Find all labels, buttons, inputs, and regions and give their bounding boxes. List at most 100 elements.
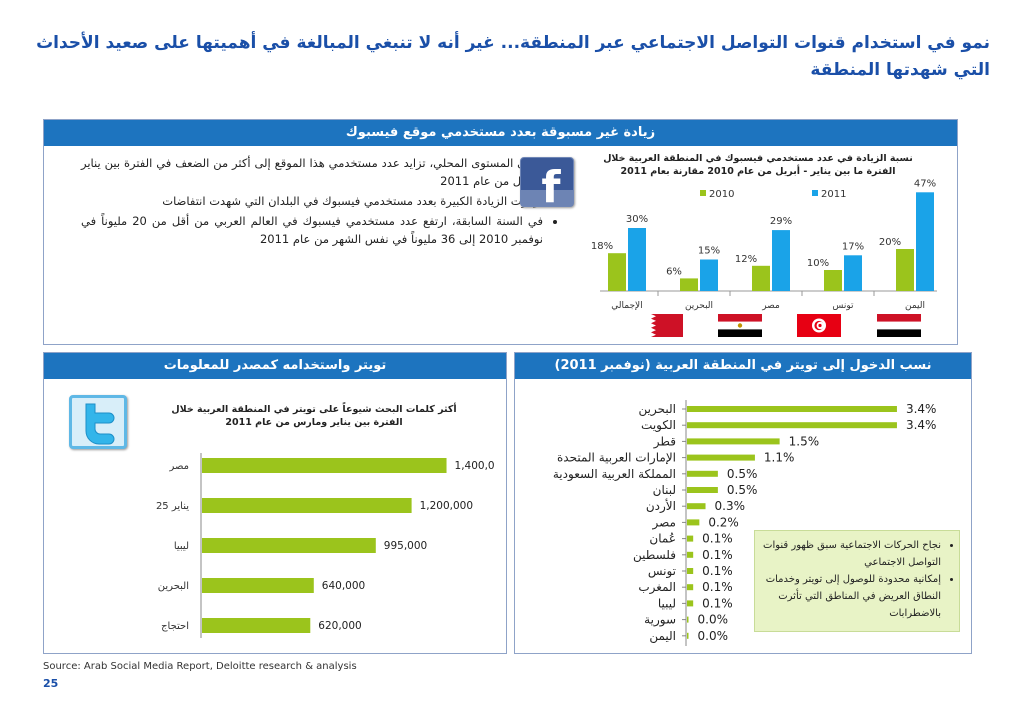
facebook-panel-header: زيادة غير مسبوقة بعدد مستخدمي موقع فيسبو… xyxy=(44,120,957,146)
bar xyxy=(687,551,694,558)
bar xyxy=(844,255,862,291)
penetration-panel: نسب الدخول إلى تويتر في المنطقة العربية … xyxy=(514,352,972,654)
conclusion-item: إمكانية محدودة للوصول إلى تويتر وخدمات ا… xyxy=(751,571,941,622)
data-label: 12% xyxy=(735,254,757,265)
data-label: 18% xyxy=(591,241,613,252)
category-label: ليبيا xyxy=(174,541,189,552)
bar xyxy=(687,470,718,477)
category-label: البحرين xyxy=(639,402,676,417)
category-label: الإمارات العربية المتحدة xyxy=(557,451,676,466)
tick-label: مصر xyxy=(761,301,780,311)
yemen-flag-icon xyxy=(877,314,921,337)
data-label: 15% xyxy=(698,246,720,257)
data-label: 10% xyxy=(807,258,829,269)
legend-label: 2011 xyxy=(821,189,846,200)
bar xyxy=(202,578,314,593)
data-label: 30% xyxy=(626,214,648,225)
bar xyxy=(687,568,694,574)
data-label: 0.0% xyxy=(698,629,729,643)
facebook-bullets: وعلى المستوى المحلي، تزايد عدد مستخدمي ه… xyxy=(81,154,557,250)
facebook-bullet: تركزت الزيادة الكبيرة بعدد مستخدمي فيسبو… xyxy=(81,192,543,210)
bar xyxy=(608,253,626,291)
tick-label: البحرين xyxy=(685,301,713,311)
bar xyxy=(680,278,698,291)
svg-text:f: f xyxy=(541,162,561,206)
facebook-bullet: في السنة السابقة، ارتفع عدد مستخدمي فيسب… xyxy=(81,212,543,248)
conclusions-box: نجاح الحركات الاجتماعية سبق ظهور قنوات ا… xyxy=(754,530,960,632)
data-label: 0.1% xyxy=(702,580,733,594)
bar xyxy=(687,535,694,542)
twitter-panel-header: تويتر واستخدامه كمصدر للمعلومات xyxy=(44,353,506,379)
data-label: 1,400,000 xyxy=(455,460,494,472)
twitter-t-icon xyxy=(85,403,115,445)
twitter-panel: تويتر واستخدامه كمصدر للمعلومات أكثر كلم… xyxy=(43,352,507,654)
legend-label: 2010 xyxy=(709,189,734,200)
bar xyxy=(687,487,718,493)
facebook-chart: 2010 2011 18% 30% الإجمالي 6% 15% البحرين 12% 29%… xyxy=(591,178,937,311)
bar xyxy=(687,584,694,591)
facebook-panel: زيادة غير مسبوقة بعدد مستخدمي موقع فيسبو… xyxy=(43,119,958,345)
data-label: 6% xyxy=(666,266,682,277)
bar xyxy=(687,519,700,526)
data-label: 0.1% xyxy=(702,596,733,610)
data-label: 1,200,000 xyxy=(420,500,473,512)
category-label: عُمان xyxy=(649,532,676,546)
legend-swatch xyxy=(812,190,818,196)
data-label: 0.2% xyxy=(708,515,739,529)
bar xyxy=(628,228,646,291)
category-label: الكويت xyxy=(641,418,676,433)
facebook-f-icon: f xyxy=(521,162,573,213)
bar xyxy=(687,454,755,461)
data-label: 20% xyxy=(879,237,901,248)
bahrain-flag-icon xyxy=(639,314,683,337)
category-label: اليمن xyxy=(649,629,676,644)
category-label: فلسطين xyxy=(633,548,676,563)
twitter-chart-title: أكثر كلمات البحث شيوعاً على تويتر في الم… xyxy=(171,404,457,428)
data-label: 47% xyxy=(914,178,936,189)
bar xyxy=(687,600,694,607)
bar xyxy=(202,538,376,553)
category-label: البحرين xyxy=(158,581,189,592)
data-label: 620,000 xyxy=(318,620,361,632)
flag-row xyxy=(639,314,929,338)
twitter-logo-icon xyxy=(69,395,127,449)
data-label: 995,000 xyxy=(384,540,427,552)
legend-swatch xyxy=(700,190,706,196)
facebook-bullet: وعلى المستوى المحلي، تزايد عدد مستخدمي ه… xyxy=(81,154,543,190)
conclusion-item: نجاح الحركات الاجتماعية سبق ظهور قنوات ا… xyxy=(751,537,941,571)
twitter-keywords-chart: 1,400,000 مصر 1,200,000 25 يناير 995,000 ليبي… xyxy=(156,453,494,638)
category-label: احتجاج xyxy=(161,621,189,632)
data-label: 0.5% xyxy=(727,483,758,497)
category-label: المملكة العربية السعودية xyxy=(553,467,676,482)
category-label: تونس xyxy=(648,564,676,579)
tick-label: تونس xyxy=(832,301,854,311)
data-label: 0.3% xyxy=(715,499,746,513)
bar xyxy=(700,259,718,291)
data-label: 0.1% xyxy=(702,548,733,562)
data-label: 0.5% xyxy=(727,467,758,481)
category-label: ليبيا xyxy=(658,596,676,610)
data-label: 1.5% xyxy=(789,434,820,448)
bar xyxy=(824,270,842,291)
facebook-chart-title: نسبة الزيادة في عدد مستخدمي فيسبوك في ال… xyxy=(603,153,913,177)
category-label: لبنان xyxy=(653,483,676,497)
source-note: Source: Arab Social Media Report, Deloit… xyxy=(43,661,357,672)
bar xyxy=(687,632,689,639)
tick-label: الإجمالي xyxy=(611,301,642,311)
category-label: قطر xyxy=(653,434,676,449)
tick-label: اليمن xyxy=(905,301,925,311)
bar xyxy=(916,192,934,291)
category-label: سورية xyxy=(644,613,676,628)
penetration-panel-header: نسب الدخول إلى تويتر في المنطقة العربية … xyxy=(515,353,971,379)
bar xyxy=(687,438,780,445)
data-label: 0.0% xyxy=(698,613,729,627)
facebook-logo-icon: f xyxy=(520,157,574,213)
bar xyxy=(687,616,689,623)
data-label: 3.4% xyxy=(906,418,937,432)
category-label: 25 يناير xyxy=(156,501,189,512)
data-label: 1.1% xyxy=(764,451,795,465)
bar xyxy=(687,406,897,412)
data-label: 17% xyxy=(842,241,864,252)
category-label: المغرب xyxy=(638,580,676,595)
page-title: نمو في استخدام قنوات التواصل الاجتماعي ع… xyxy=(36,33,990,80)
